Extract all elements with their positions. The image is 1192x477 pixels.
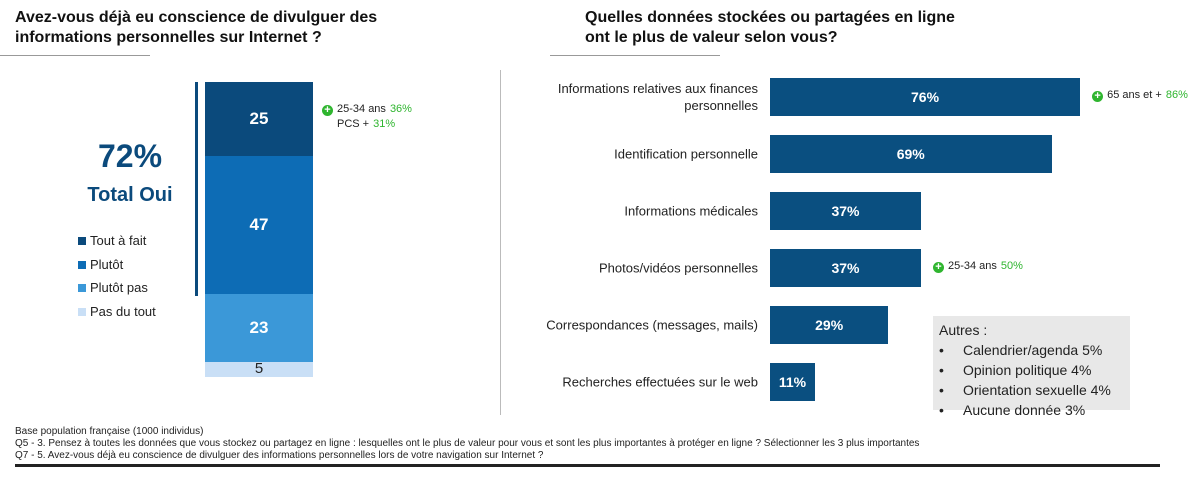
category-label: Informations relatives aux finances pers… [557, 81, 758, 113]
legend-swatch [78, 237, 86, 245]
segment-label: 25 [249, 109, 269, 128]
legend-label: Tout à fait [90, 233, 147, 248]
callout-highlight: 86% [1165, 89, 1188, 101]
value-label: 37% [831, 260, 860, 276]
others-text: Calendrier/agenda 5% [963, 342, 1103, 358]
footnote: Q7 - 5. Avez-vous déjà eu conscience de … [15, 450, 544, 461]
category-label: Identification personnelle [614, 146, 758, 162]
value-label: 76% [911, 89, 940, 105]
callout-text: 65 ans et + [1107, 89, 1162, 101]
segment-label: 5 [254, 360, 264, 378]
plus-icon: + [932, 262, 944, 273]
category-label: Recherches effectuées sur le web [562, 374, 758, 390]
others-text: Aucune donnée 3% [963, 402, 1086, 418]
bar-segment [205, 82, 313, 156]
footnotes: Base population française (1000 individu… [15, 426, 919, 462]
bar [770, 135, 1052, 173]
footnote: Q5 - 3. Pensez à toutes les données que … [15, 438, 920, 449]
others-item: • Calendrier/agenda 5% [939, 340, 1124, 360]
legend-swatch [78, 260, 86, 269]
total-label: Total Oui [87, 184, 173, 206]
bullet: • [939, 382, 944, 398]
title-rule [550, 55, 720, 56]
value-label: 69% [896, 146, 925, 162]
callout-text: PCS + [337, 118, 370, 130]
title-rule [0, 55, 150, 56]
bullet: • [939, 342, 944, 358]
callout-highlight: 31% [373, 118, 396, 130]
callout-line: +PCS +31% [322, 117, 412, 132]
callout-highlight: 36% [389, 103, 412, 115]
callout-text: 25-34 ans [337, 103, 386, 115]
right-title: Quelles données stockées ou partagées en… [585, 9, 955, 46]
callout: +25-34 ans 50% [932, 260, 1023, 273]
value-label: 11% [778, 374, 807, 390]
category-label: Correspondances (messages, mails) [546, 317, 758, 333]
bar [770, 192, 921, 230]
total-value: 72% [97, 138, 163, 174]
yes-bracket [195, 82, 198, 296]
bullet: • [939, 362, 944, 378]
callout: +65 ans et +86% [1092, 89, 1188, 102]
category-label: Informations médicales [624, 203, 758, 219]
bar-segment [205, 155, 313, 295]
callout-text: 25-34 ans [947, 260, 997, 272]
plus-icon: + [322, 105, 333, 116]
bar-segment [205, 362, 313, 377]
bullet: • [939, 402, 944, 418]
segment-label: 23 [249, 318, 269, 338]
others-item: • Aucune donnée 3% [939, 400, 1124, 420]
divider [500, 70, 501, 415]
others-item: • Opinion politique 4% [939, 360, 1124, 380]
category-label: Photos/vidéos personnelles [599, 260, 758, 276]
segment-label: 47 [249, 214, 269, 234]
bar [770, 363, 815, 401]
legend-swatch [78, 284, 86, 292]
value-label: 29% [815, 317, 844, 333]
legend-label: Plutôt pas [90, 280, 148, 295]
plus-icon: + [1092, 91, 1104, 102]
legend-label: Plutôt [90, 256, 124, 272]
left-title: Avez-vous déjà eu conscience de divulgue… [15, 9, 378, 46]
bar [770, 78, 1081, 116]
others-title: Autres : [939, 322, 988, 338]
legend-swatch [78, 307, 86, 316]
legend-label: Pas du tout [90, 303, 156, 319]
footnote: Base population française (1000 individu… [15, 426, 204, 437]
others-item: • Orientation sexuelle 4% [939, 380, 1124, 400]
others-text: Opinion politique 4% [963, 362, 1092, 378]
bar [770, 306, 889, 344]
others-text: Orientation sexuelle 4% [963, 382, 1111, 398]
callout-line: +25-34 ans 36% [322, 102, 412, 117]
bottom-rule [15, 464, 1160, 467]
bar-segment [205, 294, 313, 363]
callout-highlight: 50% [1000, 260, 1023, 272]
value-label: 37% [831, 203, 860, 219]
bar [770, 249, 921, 287]
others-box: Autres : • Calendrier/agenda 5% • Opinion p… [933, 316, 1130, 418]
